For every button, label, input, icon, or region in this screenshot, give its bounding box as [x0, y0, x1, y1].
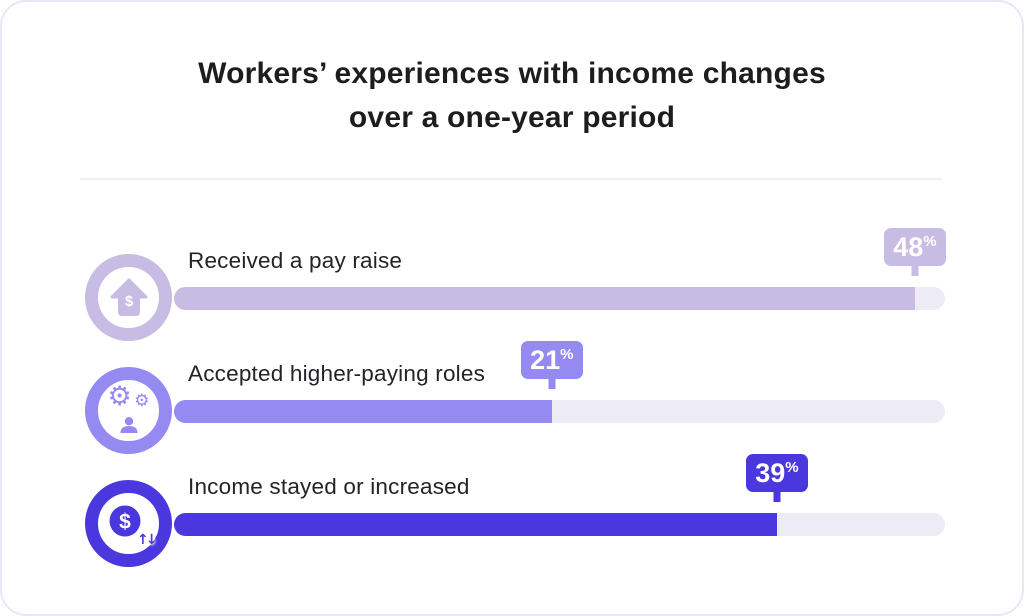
income-stayed-icon-ring: $ ↑↓ — [85, 480, 172, 567]
badge-value: 39 — [755, 458, 786, 488]
bar-label: Income stayed or increased — [188, 474, 470, 499]
gear-small-icon: ⚙ — [134, 390, 150, 411]
badge-percent-sign: % — [785, 459, 799, 476]
value-badge: 48 % — [883, 228, 946, 266]
bar-track — [174, 287, 945, 310]
gears-person-icon: ⚙ ⚙ — [105, 383, 153, 435]
badge-percent-sign: % — [560, 346, 574, 363]
value-badge: 39 % — [745, 454, 808, 492]
badge-value: 48 — [893, 232, 924, 262]
badge-percent-sign: % — [923, 233, 937, 250]
chart-row-higher-paying-roles: ⚙ ⚙ Accepted higher-paying roles 21 % — [2, 341, 1022, 468]
chart-title-line1: Workers’ experiences with income changes — [198, 57, 826, 90]
arrow-up-dollar-svg: $ — [110, 278, 147, 316]
badge-value: 21 — [530, 345, 561, 375]
bar-fill — [174, 287, 915, 310]
chart-row-income-stayed: $ ↑↓ Income stayed or increased 39 % — [2, 454, 1022, 581]
bar-track — [174, 400, 945, 423]
bar-fill — [174, 513, 777, 536]
svg-text:$: $ — [124, 293, 133, 310]
bar-label: Accepted higher-paying roles — [188, 361, 486, 386]
arrow-up-dollar-icon: $ — [105, 274, 153, 322]
dollar-coin-icon: $ — [109, 505, 140, 536]
chart-row-pay-raise: $ Received a pay raise 48 % — [2, 228, 1022, 355]
chart-title: Workers’ experiences with income changes… — [2, 2, 1022, 140]
bar-track — [174, 513, 945, 536]
gear-icon: ⚙ — [107, 380, 132, 412]
pay-raise-icon-ring: $ — [85, 254, 172, 341]
svg-text:$: $ — [119, 510, 131, 533]
title-divider — [80, 178, 942, 180]
bar-chart: $ Received a pay raise 48 % ⚙ ⚙ — [2, 228, 1022, 581]
up-down-arrows-icon: ↑↓ — [137, 531, 158, 548]
person-icon — [120, 416, 137, 433]
higher-paying-roles-icon-ring: ⚙ ⚙ — [85, 367, 172, 454]
chart-title-line2: over a one-year period — [348, 101, 676, 134]
dollar-coin-arrows-icon: $ ↑↓ — [105, 500, 158, 548]
bar-fill — [174, 400, 552, 423]
value-badge: 21 % — [520, 341, 583, 379]
bar-label: Received a pay raise — [188, 248, 403, 273]
